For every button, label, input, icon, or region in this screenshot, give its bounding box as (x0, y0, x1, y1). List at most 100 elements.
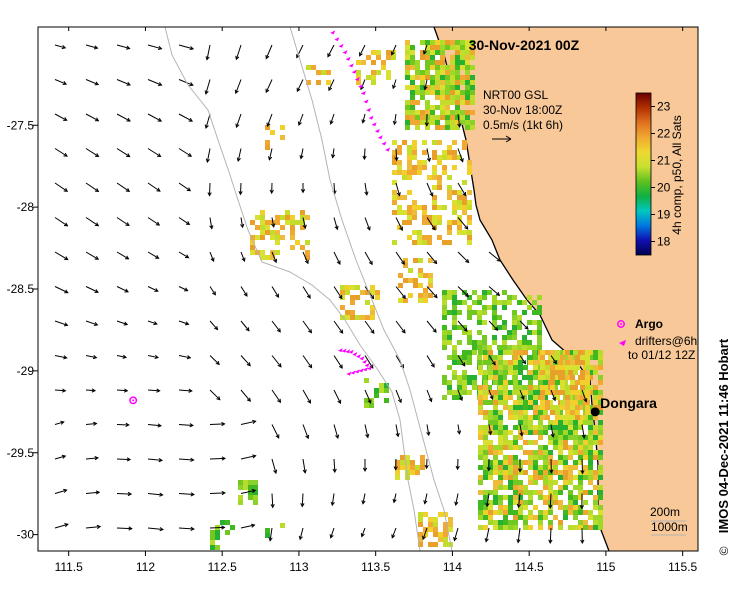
lon-tick-label: 112.5 (208, 560, 237, 574)
current-arrow (426, 182, 434, 197)
current-arrow (54, 488, 68, 494)
current-arrow (393, 458, 398, 471)
copyright-symbol: © (717, 546, 731, 555)
current-arrow (456, 424, 462, 435)
current-arrow (240, 523, 256, 529)
current-model-label: NRT00 GSL (483, 88, 548, 102)
current-arrow (519, 320, 529, 330)
current-arrow (329, 527, 335, 539)
current-arrow (457, 113, 462, 128)
isobath-200m-label: 200m (650, 505, 680, 519)
current-arrow (424, 458, 429, 470)
current-arrow (178, 79, 194, 87)
argo-legend-label: Argo (635, 317, 663, 331)
current-arrow (85, 251, 100, 260)
current-arrow (484, 527, 490, 543)
colorbar-tick-label: 21 (657, 154, 671, 168)
current-arrow (178, 251, 190, 259)
lat-tick-label: -29.5 (7, 446, 35, 460)
current-arrow (426, 355, 435, 368)
current-arrow (455, 458, 460, 471)
current-arrow (548, 493, 553, 510)
current-arrow (147, 320, 158, 326)
drifter-legend-line2: to 01/12 12Z (628, 348, 695, 362)
current-arrow (302, 320, 313, 334)
current-arrow (517, 458, 523, 473)
current-arrow (423, 79, 428, 91)
current-arrow (270, 493, 275, 509)
current-arrow (392, 493, 397, 504)
current-arrow (238, 182, 243, 196)
current-arrow (299, 148, 304, 160)
current-arrow (364, 320, 375, 334)
current-arrow (54, 217, 69, 227)
isobath-legend: 200m 1000m (650, 505, 688, 536)
current-arrow (116, 44, 131, 50)
current-arrow (333, 217, 339, 231)
current-arrow (271, 217, 276, 228)
current-arrow (395, 424, 400, 438)
current-arrow (54, 355, 68, 360)
lon-tick-label: 114 (443, 560, 462, 574)
current-arrow (391, 527, 397, 539)
lon-tick-label: 115.5 (668, 560, 697, 574)
current-arrow (85, 44, 99, 50)
current-arrow (453, 527, 459, 542)
map-legend: Argo drifters@6h to 01/12 12Z (617, 317, 697, 362)
current-arrow (240, 454, 257, 460)
current-arrow (390, 44, 397, 56)
colorbar-tick-label: 23 (657, 100, 671, 114)
current-arrow (85, 421, 98, 426)
current-arrow (85, 320, 99, 327)
current-arrow (426, 217, 436, 231)
current-arrow (457, 320, 468, 332)
current-arrow (330, 493, 335, 507)
drifter-tracks (330, 30, 391, 376)
current-arrow (235, 44, 242, 61)
sst-patches (210, 40, 603, 550)
current-arrow (205, 44, 211, 61)
current-vectors (54, 44, 588, 545)
current-arrow (457, 251, 470, 264)
current-arrow (333, 320, 344, 334)
current-arrow (147, 44, 163, 50)
current-arrow (209, 389, 221, 401)
current-arrow (395, 182, 401, 197)
current-arrow (178, 182, 192, 192)
current-arrow (54, 44, 67, 50)
current-arrow (333, 424, 340, 440)
current-arrow (265, 79, 273, 94)
current-arrow (209, 286, 216, 296)
current-arrow (267, 148, 273, 161)
current-arrow (54, 454, 67, 460)
current-arrow (147, 388, 161, 393)
credit-text: IMOS 04-Dec-2021 11:46 Hobart (716, 338, 731, 533)
current-arrow (333, 355, 343, 369)
current-arrow (116, 354, 128, 359)
current-arrow (240, 355, 251, 367)
current-arrow (204, 79, 211, 95)
current-arrow (209, 355, 220, 366)
current-arrow (426, 251, 438, 265)
colorbar-bar (635, 92, 652, 256)
current-arrow (205, 148, 211, 164)
current-arrow (234, 79, 242, 95)
current-arrow (116, 422, 130, 427)
current-arrow (116, 457, 132, 462)
current-arrow (581, 424, 586, 439)
current-arrow (395, 286, 406, 300)
current-arrow (85, 388, 97, 393)
current-arrow (333, 251, 341, 265)
current-arrow (85, 148, 100, 157)
current-arrow (116, 491, 133, 497)
current-arrow (240, 419, 257, 425)
current-arrow (178, 320, 190, 326)
current-arrow (327, 44, 335, 58)
current-arrow (85, 286, 99, 293)
current-arrow (240, 389, 251, 402)
drifter-legend-icon (619, 340, 626, 346)
current-arrow (360, 527, 366, 538)
lon-tick-label: 111.5 (55, 560, 84, 574)
current-scale-note: NRT00 GSL 30-Nov 18:00Z 0.5m/s (1kt 6h) (483, 88, 563, 143)
